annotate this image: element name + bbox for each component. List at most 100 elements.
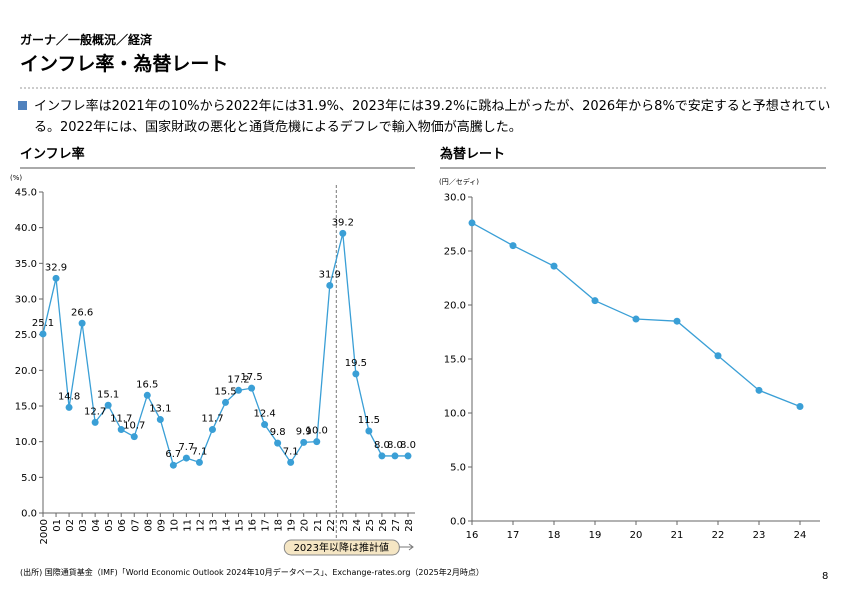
data-point bbox=[287, 458, 295, 466]
x-tick-label: 19 bbox=[589, 530, 602, 541]
y-tick-label: 40.0 bbox=[15, 223, 37, 234]
x-tick-label: 18 bbox=[274, 519, 285, 532]
data-label: 19.5 bbox=[345, 358, 367, 369]
y-unit: (%) bbox=[10, 174, 22, 182]
x-tick-label: 02 bbox=[65, 519, 76, 532]
data-point bbox=[117, 426, 125, 434]
data-label: 14.8 bbox=[58, 391, 80, 402]
data-label: 17.5 bbox=[240, 372, 262, 383]
x-tick-label: 04 bbox=[91, 519, 102, 532]
x-tick-label: 05 bbox=[104, 519, 115, 532]
data-point bbox=[274, 439, 282, 447]
y-tick-label: 10.0 bbox=[15, 437, 37, 448]
data-label: 16.5 bbox=[136, 379, 158, 390]
data-point bbox=[714, 352, 722, 360]
data-point bbox=[104, 401, 112, 409]
data-label: 7.1 bbox=[191, 446, 207, 457]
data-label: 26.6 bbox=[71, 307, 93, 318]
x-tick-label: 23 bbox=[339, 519, 350, 532]
x-tick-label: 15 bbox=[235, 519, 246, 532]
x-tick-label: 13 bbox=[208, 519, 219, 532]
x-tick-label: 18 bbox=[548, 530, 561, 541]
data-label: 12.4 bbox=[253, 409, 275, 420]
data-point bbox=[156, 416, 164, 424]
data-point bbox=[130, 433, 138, 441]
x-tick-label: 21 bbox=[313, 519, 324, 532]
x-tick-label: 17 bbox=[507, 530, 520, 541]
data-label: 11.7 bbox=[201, 414, 223, 425]
y-unit: (円／セディ) bbox=[439, 177, 479, 186]
data-point bbox=[248, 384, 256, 392]
data-label: 7.1 bbox=[283, 446, 299, 457]
annotation: 2023年以降は推計値 bbox=[294, 541, 389, 554]
page-number: 8 bbox=[822, 571, 828, 582]
data-point bbox=[208, 426, 216, 434]
y-tick-label: 0.0 bbox=[21, 509, 37, 520]
data-label: 13.1 bbox=[149, 404, 171, 415]
data-label: 8.0 bbox=[387, 440, 403, 451]
bullet bbox=[18, 101, 27, 110]
x-tick-label: 24 bbox=[352, 519, 363, 532]
x-tick-label: 10 bbox=[169, 519, 180, 532]
data-point bbox=[632, 315, 640, 323]
y-tick-label: 25.0 bbox=[15, 330, 37, 341]
x-tick-label: 21 bbox=[671, 530, 684, 541]
data-point bbox=[261, 421, 269, 429]
data-point bbox=[326, 281, 334, 289]
data-point bbox=[591, 297, 599, 305]
slide-title: インフレ率・為替レート bbox=[20, 52, 228, 75]
x-tick-label: 03 bbox=[78, 519, 89, 532]
y-tick-label: 35.0 bbox=[15, 259, 37, 270]
x-tick-label: 16 bbox=[466, 530, 479, 541]
x-tick-label: 20 bbox=[300, 519, 311, 532]
series-line bbox=[471, 222, 801, 408]
chart-title: インフレ率 bbox=[20, 146, 85, 162]
source: (出所) 国際通貨基金（IMF)「World Economic Outlook … bbox=[20, 567, 484, 577]
data-point bbox=[796, 403, 804, 411]
x-tick-label: 2000 bbox=[39, 519, 50, 544]
data-label: 32.9 bbox=[45, 262, 67, 273]
data-label: 9.9 bbox=[296, 426, 312, 437]
data-label: 11.5 bbox=[358, 415, 380, 426]
data-point bbox=[509, 242, 517, 250]
y-tick-label: 0.0 bbox=[450, 517, 466, 528]
data-point bbox=[365, 427, 373, 435]
data-point bbox=[222, 398, 229, 406]
data-point bbox=[195, 458, 203, 466]
y-tick-label: 15.0 bbox=[15, 402, 37, 413]
data-label: 10.0 bbox=[306, 426, 328, 437]
x-tick-label: 07 bbox=[130, 519, 141, 532]
data-label: 25.1 bbox=[32, 318, 54, 329]
data-point bbox=[755, 386, 763, 394]
data-point bbox=[39, 330, 47, 338]
y-tick-label: 5.0 bbox=[450, 463, 466, 474]
data-point bbox=[78, 319, 86, 327]
x-tick-label: 22 bbox=[712, 530, 725, 541]
data-point bbox=[169, 461, 177, 469]
data-point bbox=[143, 391, 151, 399]
x-tick-label: 23 bbox=[753, 530, 766, 541]
data-point bbox=[313, 438, 321, 446]
data-point bbox=[52, 274, 60, 282]
data-point bbox=[300, 438, 308, 446]
breadcrumb: ガーナ／一般概況／経済 bbox=[20, 32, 153, 47]
data-point bbox=[182, 454, 190, 462]
data-label: 17.2 bbox=[227, 374, 249, 385]
x-tick-label: 17 bbox=[261, 519, 272, 532]
data-label: 6.7 bbox=[165, 449, 181, 460]
x-tick-label: 12 bbox=[195, 519, 206, 532]
x-tick-label: 27 bbox=[391, 519, 402, 532]
x-tick-label: 20 bbox=[630, 530, 643, 541]
y-tick-label: 45.0 bbox=[15, 188, 37, 199]
x-tick-label: 11 bbox=[182, 519, 193, 532]
y-tick-label: 20.0 bbox=[444, 301, 466, 312]
data-label: 9.8 bbox=[270, 427, 286, 438]
data-label: 39.2 bbox=[332, 217, 354, 228]
x-tick-label: 08 bbox=[143, 519, 154, 532]
data-point bbox=[673, 317, 681, 325]
annotation-arrow bbox=[399, 543, 414, 551]
y-tick-label: 25.0 bbox=[444, 247, 466, 258]
data-point bbox=[339, 229, 347, 237]
x-tick-label: 06 bbox=[117, 519, 128, 532]
